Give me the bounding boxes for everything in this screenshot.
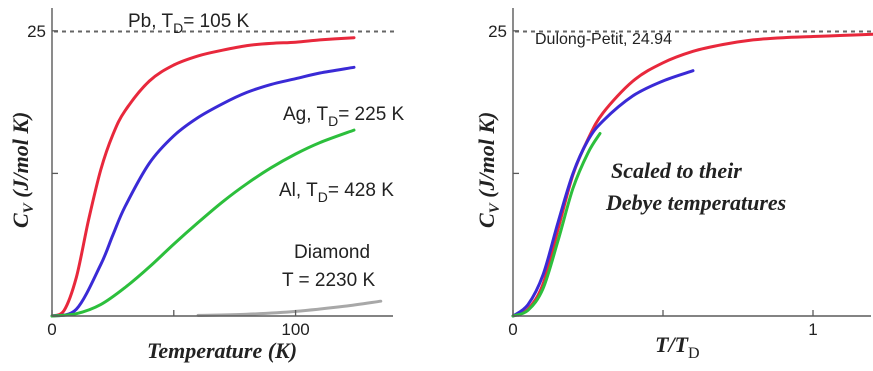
right-chart: 0 1 25 CV (J/mol K) T/TD Dulong-Petit, 24.… bbox=[474, 8, 873, 362]
left-chart: 0 100 25 CV (J/mol K) Temperature (K) Pb, … bbox=[8, 8, 405, 363]
left-al-curve bbox=[50, 128, 356, 318]
dulong-petit-label: Dulong-Petit, 24.94 bbox=[535, 31, 672, 48]
left-x-tick-label: 100 bbox=[281, 320, 309, 339]
diamond-label: Diamond bbox=[294, 242, 370, 263]
left-x-axis-label: Temperature (K) bbox=[147, 338, 297, 363]
left-y-axis-label: CV (J/mol K) bbox=[8, 112, 37, 228]
right-al-curve bbox=[511, 132, 602, 318]
right-x-axis-label: T/TD bbox=[655, 332, 700, 362]
right-ag-curve bbox=[511, 69, 695, 318]
right-y-tick-label: 25 bbox=[488, 22, 507, 41]
right-pb-curve bbox=[511, 32, 873, 318]
al-label: Al, TD= 428 K bbox=[279, 180, 394, 205]
right-y-axis-label: CV (J/mol K) bbox=[474, 112, 503, 228]
diamond-td-label: T = 2230 K bbox=[282, 270, 375, 291]
left-ag-curve bbox=[50, 65, 356, 318]
right-x-tick-label: 1 bbox=[808, 320, 817, 339]
left-pb-curve bbox=[50, 36, 356, 318]
ag-label: Ag, TD= 225 K bbox=[283, 104, 405, 129]
scaled-annotation-line2: Debye temperatures bbox=[605, 190, 786, 215]
pb-label: Pb, TD= 105 K bbox=[128, 11, 250, 36]
left-diamond-curve bbox=[196, 299, 383, 317]
left-x-tick-label: 0 bbox=[47, 320, 56, 339]
left-y-tick-label: 25 bbox=[27, 22, 46, 41]
right-x-tick-label: 0 bbox=[508, 320, 517, 339]
scaled-annotation-line1: Scaled to their bbox=[611, 158, 742, 183]
